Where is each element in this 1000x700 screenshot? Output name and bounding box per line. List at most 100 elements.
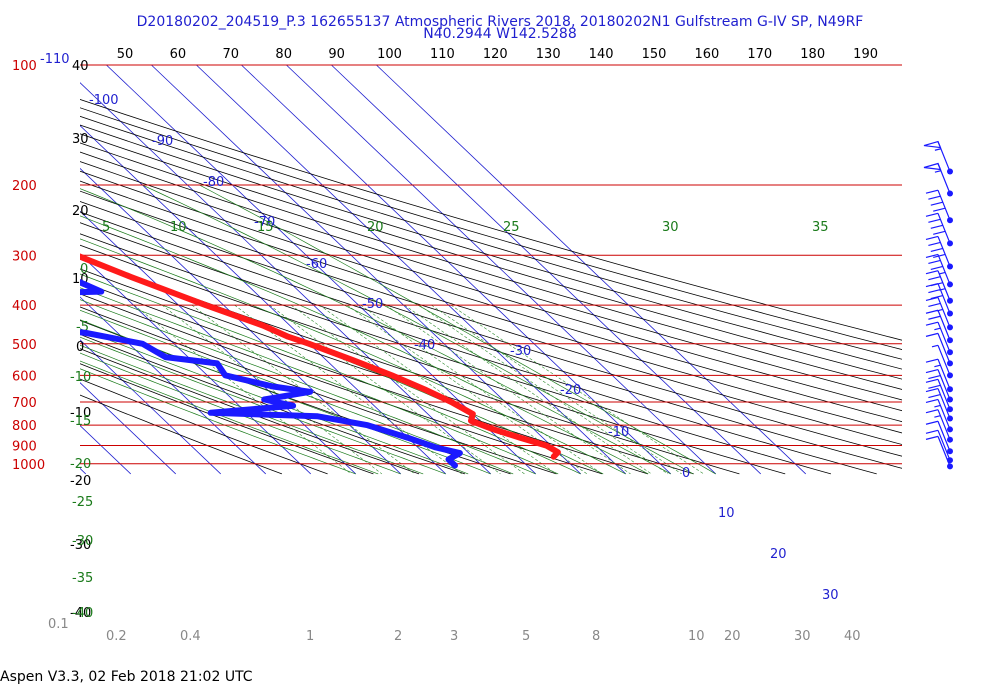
- dry-adiabat-label: 30: [72, 132, 89, 147]
- wind-barb: [925, 429, 953, 464]
- wind-barb-full: [925, 429, 939, 434]
- top-tick-label: 180: [800, 47, 825, 62]
- top-tick-label: 160: [694, 47, 719, 62]
- dry-adiabat-line: [80, 161, 902, 412]
- left-moist-label: -35: [72, 571, 93, 586]
- wind-barb-full: [933, 207, 946, 212]
- wind-barb-half: [934, 404, 941, 408]
- mixing-ratio-line: [385, 304, 631, 475]
- wind-barb-staff: [937, 345, 951, 376]
- wind-barb-full: [925, 378, 939, 383]
- chart-grid: [80, 64, 902, 475]
- isobars: [80, 64, 902, 465]
- moist-adiabat-line: [80, 299, 536, 475]
- wind-barb: [925, 309, 953, 344]
- wind-barb-staff: [937, 270, 951, 301]
- top-tick-label: 70: [223, 47, 240, 62]
- isotherm-label: 0: [682, 466, 690, 481]
- top-tick-label: 120: [483, 47, 508, 62]
- wind-barb-full: [925, 270, 939, 275]
- isotherm-label: 10: [718, 506, 735, 521]
- wind-barb: [925, 387, 953, 422]
- isotherm-line: [80, 382, 177, 475]
- mixing-ratio-label: 10: [688, 629, 705, 644]
- wind-barb-half: [934, 327, 941, 331]
- left-moist-label: -25: [72, 495, 93, 510]
- mixing-ratio-label: 3: [450, 629, 458, 644]
- moist-adiabat-line: [80, 215, 649, 475]
- isotherm-label: 30: [822, 588, 839, 603]
- isotherm-label: -80: [203, 175, 224, 190]
- wind-barb-staff: [937, 189, 951, 221]
- isotherm-label: -100: [89, 93, 119, 108]
- wind-barb: [925, 420, 953, 455]
- wind-barb-staff: [937, 236, 951, 267]
- wind-barb: [925, 368, 953, 403]
- isotherm-line: [106, 64, 537, 475]
- pressure-tick-label: 600: [12, 369, 37, 384]
- wind-barb-full: [930, 294, 943, 300]
- dry-adiabat-label: -20: [70, 474, 91, 489]
- wind-barb-staff: [937, 358, 951, 390]
- wind-barb-full: [925, 282, 939, 288]
- wind-barb-staff: [937, 310, 951, 341]
- moist-adiabat-line: [80, 238, 626, 475]
- mixing-ratio-line: [431, 304, 682, 475]
- isotherm-line: [151, 64, 582, 475]
- wind-barb: [925, 409, 953, 443]
- wind-barb-staff: [937, 379, 951, 410]
- wind-barb-full: [925, 309, 939, 314]
- moist-adiabat-label: 20: [367, 220, 384, 235]
- wind-barb-full: [930, 247, 943, 253]
- pressure-tick-label: 100: [12, 59, 37, 74]
- wind-barb: [931, 344, 953, 379]
- wind-barb-full: [930, 265, 943, 271]
- dry-adiabat-label: -30: [70, 538, 91, 553]
- wind-barb-full: [925, 387, 939, 393]
- moist-adiabat-line: [80, 360, 379, 475]
- pressure-tick-label: 500: [12, 338, 37, 353]
- mixing-ratio-label: 40: [844, 629, 861, 644]
- dry-adiabat-line: [80, 99, 902, 341]
- mixing-ratio-label: 30: [794, 629, 811, 644]
- moist-adiabat-line: [80, 368, 356, 475]
- pressure-tick-label: 700: [12, 396, 37, 411]
- wind-barb-flag: [923, 140, 942, 149]
- wind-barb: [923, 162, 953, 197]
- moist-adiabat-label: 5: [102, 220, 110, 235]
- wind-barb-full: [930, 224, 943, 229]
- wind-barb: [925, 282, 953, 317]
- isotherm-line: [331, 64, 762, 475]
- wind-barb-staff: [937, 409, 951, 440]
- left-moist-label: -40: [72, 606, 93, 621]
- wind-barb-full: [928, 374, 941, 380]
- wind-barb-full: [925, 296, 939, 302]
- pressure-tick-label: 200: [12, 179, 37, 194]
- wind-barb-full: [925, 212, 939, 217]
- wind-barb-full: [925, 420, 939, 425]
- wind-barb: [925, 296, 953, 331]
- dry-adiabat-line: [80, 142, 902, 390]
- wind-barb-staff: [937, 254, 951, 285]
- mixing-ratio-line: [234, 304, 462, 475]
- wind-barb-full: [928, 302, 941, 308]
- mixing-ratio-label: 2: [394, 629, 402, 644]
- dry-adiabat-line: [80, 133, 902, 380]
- moist-adiabat-line: [80, 319, 491, 475]
- wind-barb-full: [925, 435, 939, 440]
- left-moist-label: -30: [72, 534, 93, 549]
- left-moist-label: -15: [70, 414, 91, 429]
- dry-adiabat-label: -40: [70, 606, 91, 621]
- mixing-ratio-label: 1: [306, 629, 314, 644]
- isotherm-line: [80, 253, 312, 475]
- dry-adiabat-label: 40: [72, 59, 89, 74]
- wind-barb: [925, 321, 953, 356]
- chart-subtitle: N40.2944 W142.5288: [423, 26, 577, 42]
- mixing-ratio-label: 8: [592, 629, 600, 644]
- wind-barb: [925, 435, 953, 470]
- wind-barb-staff: [937, 333, 951, 364]
- wind-barb: [925, 332, 953, 367]
- footer-text: Aspen V3.3, 02 Feb 2018 21:02 UTC: [0, 669, 253, 685]
